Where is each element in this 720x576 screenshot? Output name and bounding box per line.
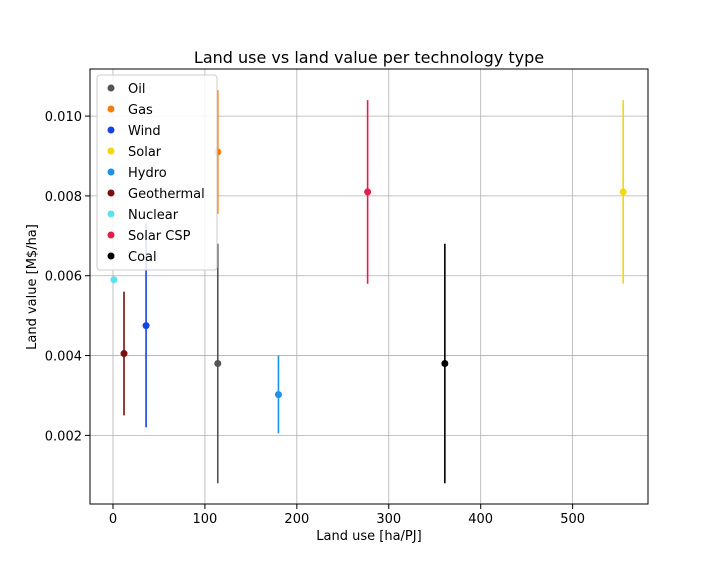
data-point-oil <box>214 360 222 368</box>
legend-marker-geothermal <box>107 189 115 197</box>
data-point-solar <box>619 188 627 196</box>
legend-marker-nuclear <box>107 210 115 218</box>
legend: Oil Gas Wind Solar Hydro Geothermal Nuclear Sol… <box>96 74 218 271</box>
plot-frame <box>89 68 649 505</box>
legend-label-solar: Solar <box>128 145 162 160</box>
x-axis-label: Land use [ha/PJ] <box>316 529 421 544</box>
y-tick-label: 0.006 <box>45 270 82 285</box>
data-point-hydro <box>274 391 282 399</box>
legend-marker-solar-csp <box>107 231 115 239</box>
data-point-nuclear <box>110 276 118 284</box>
legend-label-coal: Coal <box>128 250 157 265</box>
legend-marker-wind <box>107 126 115 134</box>
legend-marker-solar <box>107 147 115 155</box>
x-tick-label: 500 <box>560 512 585 527</box>
y-tick-label: 0.010 <box>45 110 82 125</box>
legend-label-solar-csp: Solar CSP <box>128 229 191 244</box>
chart-title: Land use vs land value per technology ty… <box>194 48 544 67</box>
legend-label-nuclear: Nuclear <box>128 208 179 223</box>
y-tick-label: 0.002 <box>45 429 82 444</box>
legend-marker-coal <box>107 252 115 260</box>
legend-marker-oil <box>107 84 115 92</box>
axis-ticks: 0 100 200 300 400 500 0.002 0.004 0.006 0.008 0.01… <box>45 110 585 527</box>
legend-box <box>96 74 218 271</box>
y-tick-label: 0.008 <box>45 190 82 205</box>
legend-label-wind: Wind <box>128 124 161 139</box>
x-tick-label: 300 <box>376 512 401 527</box>
x-tick-label: 100 <box>192 512 217 527</box>
legend-label-oil: Oil <box>128 82 145 97</box>
legend-label-hydro: Hydro <box>128 166 167 181</box>
data-point-wind <box>142 322 150 330</box>
legend-label-geothermal: Geothermal <box>128 187 205 202</box>
x-tick-label: 0 <box>109 512 117 527</box>
legend-marker-hydro <box>107 168 115 176</box>
legend-label-gas: Gas <box>128 103 153 118</box>
grid-lines <box>90 69 648 504</box>
x-tick-label: 200 <box>284 512 309 527</box>
y-tick-label: 0.004 <box>45 350 82 365</box>
x-tick-label: 400 <box>468 512 493 527</box>
y-axis-label: Land value [M$/ha] <box>25 224 40 350</box>
data-point-coal <box>441 360 449 368</box>
legend-marker-gas <box>107 105 115 113</box>
data-point-solar-csp <box>364 188 372 196</box>
data-point-geothermal <box>120 350 128 358</box>
